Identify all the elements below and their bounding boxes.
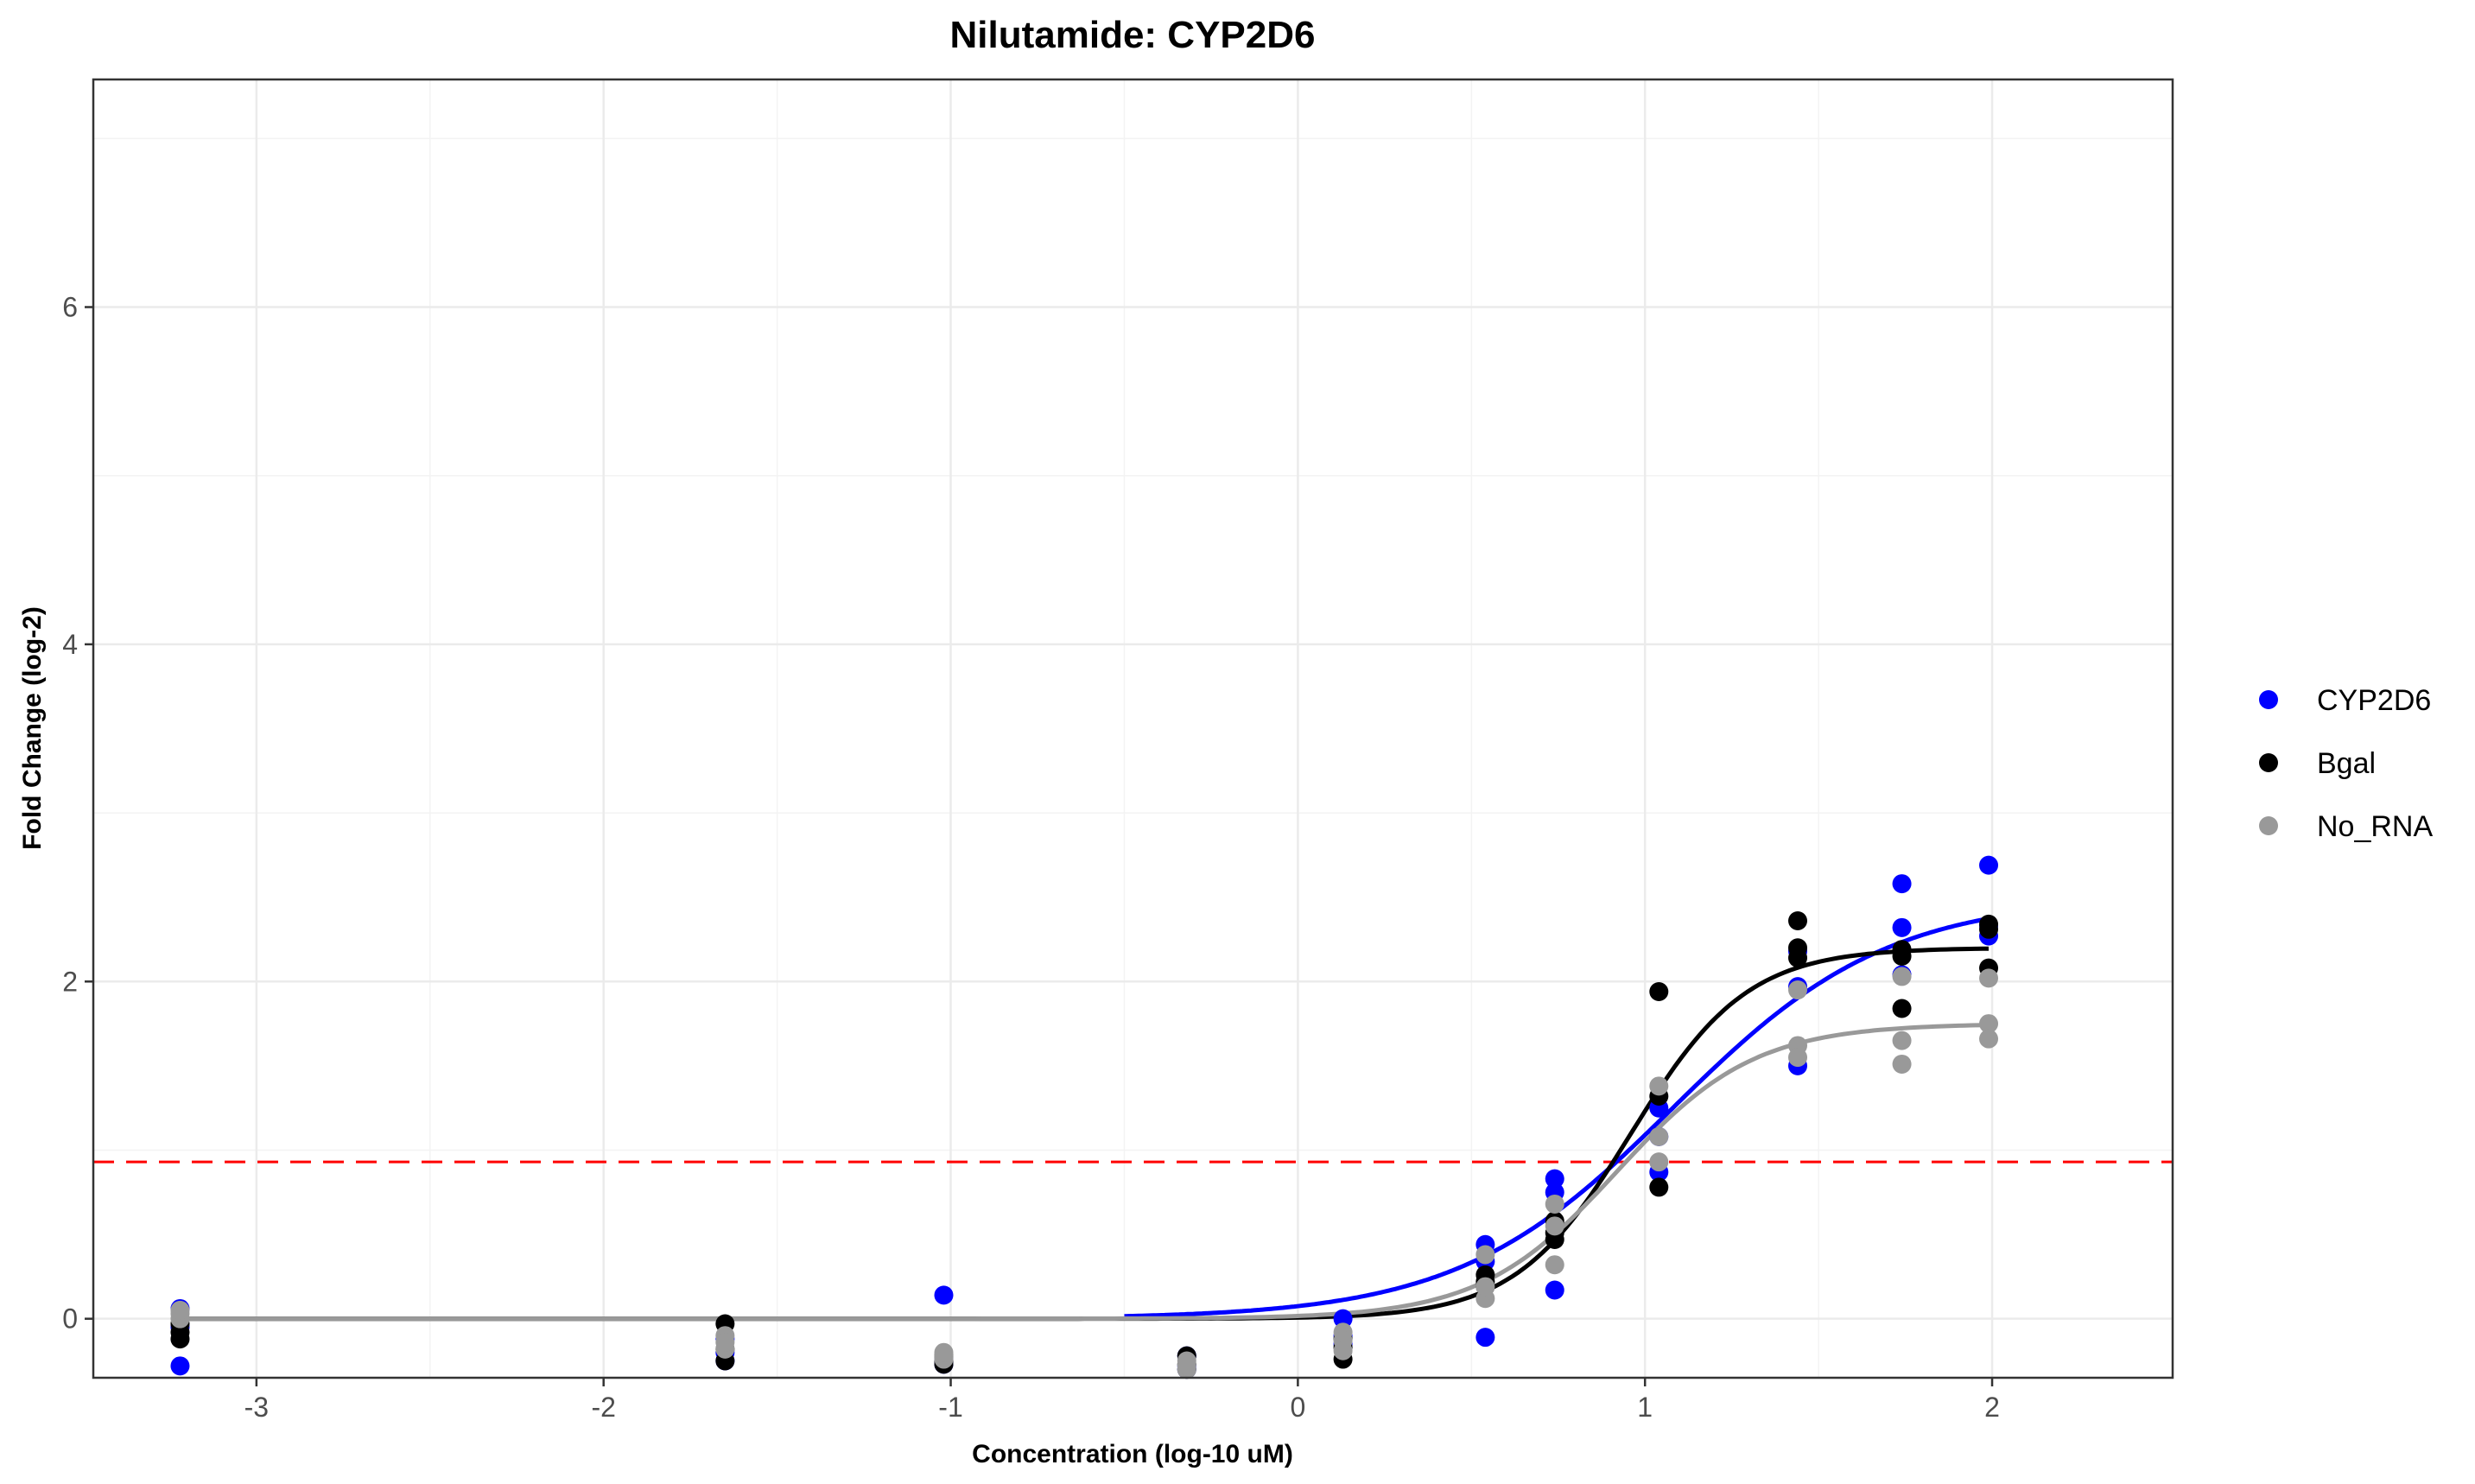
x-tick-label: -2	[591, 1392, 615, 1423]
data-point-no-rna	[1649, 1076, 1669, 1096]
data-point-cyp2d6	[1979, 855, 1999, 875]
data-point-no-rna	[1475, 1277, 1495, 1297]
fit-curve-bgal	[180, 946, 1990, 1322]
data-point-cyp2d6	[1545, 1169, 1564, 1189]
data-point-no-rna	[1892, 1031, 1912, 1050]
data-point-no-rna	[1649, 1152, 1669, 1172]
data-point-bgal	[170, 1322, 190, 1342]
data-point-no-rna	[170, 1300, 190, 1320]
x-tick-label: 2	[1984, 1392, 2000, 1423]
y-tick-label: 0	[62, 1303, 78, 1335]
data-point-no-rna	[1892, 1054, 1912, 1074]
x-tick-label: -1	[938, 1392, 962, 1423]
legend-label-bgal: Bgal	[2317, 747, 2376, 780]
legend-key-bgal	[2259, 753, 2278, 772]
data-point-cyp2d6	[1333, 1309, 1353, 1329]
data-point-no-rna	[1545, 1194, 1564, 1214]
data-point-no-rna	[1979, 1014, 1999, 1034]
legend-label-cyp2d6: CYP2D6	[2317, 684, 2431, 717]
x-tick-label: 1	[1637, 1392, 1653, 1423]
data-point-no-rna	[1892, 967, 1912, 986]
x-axis-title: Concentration (log-10 uM)	[972, 1440, 1293, 1468]
data-point-no-rna	[934, 1342, 954, 1362]
data-point-no-rna	[1475, 1245, 1495, 1265]
x-tick-label: -3	[244, 1392, 269, 1423]
data-point-no-rna	[1979, 968, 1999, 988]
data-point-no-rna	[1177, 1356, 1196, 1376]
data-point-bgal	[1649, 1177, 1669, 1197]
legend: CYP2D6 Bgal No_RNA	[2259, 684, 2433, 843]
y-tick-label: 2	[62, 966, 78, 997]
data-point-bgal	[1649, 982, 1669, 1002]
data-point-no-rna	[1788, 1048, 1808, 1068]
data-point-bgal	[1892, 999, 1912, 1018]
data-point-no-rna	[1649, 1126, 1669, 1146]
data-point-cyp2d6	[934, 1285, 954, 1305]
data-point-cyp2d6	[170, 1356, 190, 1376]
x-axis-ticks: -3 -2 -1 0 1 2	[244, 1378, 2000, 1423]
grid-lines	[93, 79, 2173, 1378]
x-tick-label: 0	[1290, 1392, 1305, 1423]
chart-title: Nilutamide: CYP2D6	[950, 14, 1316, 56]
data-point-no-rna	[1545, 1255, 1564, 1275]
data-point-no-rna	[1788, 980, 1808, 1000]
plot-panel-border	[92, 78, 2174, 1379]
data-point-bgal	[1979, 919, 1999, 939]
legend-key-cyp2d6	[2259, 690, 2278, 709]
data-point-bgal	[1788, 911, 1808, 931]
data-points	[170, 855, 1999, 1379]
fit-curves	[180, 916, 1990, 1322]
legend-label-no-rna: No_RNA	[2317, 810, 2433, 843]
data-point-bgal	[1892, 947, 1912, 967]
y-tick-label: 4	[62, 629, 78, 660]
data-point-cyp2d6	[1545, 1280, 1564, 1300]
data-point-no-rna	[1333, 1341, 1353, 1360]
data-point-no-rna	[715, 1333, 735, 1353]
y-axis-title: Fold Change (log-2)	[18, 606, 47, 850]
data-point-cyp2d6	[1475, 1328, 1495, 1348]
data-point-no-rna	[1545, 1216, 1564, 1236]
data-point-cyp2d6	[1892, 917, 1912, 937]
data-point-cyp2d6	[1892, 874, 1912, 894]
data-point-bgal	[1788, 938, 1808, 958]
y-axis-ticks: 0 2 4 6	[62, 292, 93, 1335]
fit-curve-no-rna	[180, 1023, 1990, 1322]
y-tick-label: 6	[62, 292, 78, 323]
data-point-no-rna	[1979, 1029, 1999, 1049]
legend-key-no-rna	[2259, 816, 2278, 835]
